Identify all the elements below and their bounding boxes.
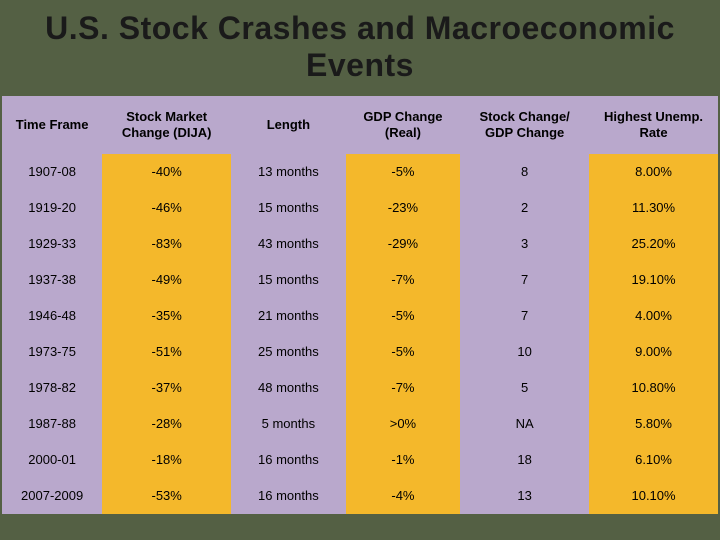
cell-ratio: 3 [460,226,589,262]
col-gdp-change: GDP Change (Real) [346,96,461,154]
cell-length: 13 months [231,154,346,190]
cell-stock: -51% [102,334,231,370]
cell-stock: -28% [102,406,231,442]
crashes-table-wrap: Time Frame Stock Market Change (DIJA) Le… [0,96,720,514]
cell-gdp: -4% [346,478,461,514]
cell-stock: -40% [102,154,231,190]
cell-stock: -49% [102,262,231,298]
cell-gdp: -1% [346,442,461,478]
cell-ratio: 5 [460,370,589,406]
cell-unemp: 10.80% [589,370,718,406]
cell-time: 1919-20 [2,190,102,226]
cell-ratio: 8 [460,154,589,190]
cell-stock: -37% [102,370,231,406]
cell-gdp: -5% [346,298,461,334]
cell-stock: -35% [102,298,231,334]
cell-ratio: 10 [460,334,589,370]
col-time-frame: Time Frame [2,96,102,154]
cell-gdp: -7% [346,370,461,406]
cell-time: 1946-48 [2,298,102,334]
cell-length: 15 months [231,190,346,226]
cell-time: 1978-82 [2,370,102,406]
table-header: Time Frame Stock Market Change (DIJA) Le… [2,96,718,154]
cell-unemp: 8.00% [589,154,718,190]
cell-ratio: NA [460,406,589,442]
cell-stock: -46% [102,190,231,226]
cell-unemp: 10.10% [589,478,718,514]
cell-gdp: >0% [346,406,461,442]
cell-stock: -83% [102,226,231,262]
table-row: 1937-38-49%15 months-7%719.10% [2,262,718,298]
cell-gdp: -23% [346,190,461,226]
table-row: 2007-2009-53%16 months-4%1310.10% [2,478,718,514]
cell-unemp: 11.30% [589,190,718,226]
cell-time: 1937-38 [2,262,102,298]
cell-gdp: -29% [346,226,461,262]
cell-unemp: 6.10% [589,442,718,478]
cell-length: 43 months [231,226,346,262]
table-row: 1946-48-35%21 months-5%74.00% [2,298,718,334]
cell-time: 1907-08 [2,154,102,190]
col-length: Length [231,96,346,154]
cell-gdp: -5% [346,334,461,370]
cell-unemp: 4.00% [589,298,718,334]
cell-time: 1987-88 [2,406,102,442]
cell-ratio: 7 [460,298,589,334]
table-body: 1907-08-40%13 months-5%88.00%1919-20-46%… [2,154,718,514]
table-row: 1929-33-83%43 months-29%325.20% [2,226,718,262]
cell-length: 16 months [231,442,346,478]
cell-length: 16 months [231,478,346,514]
cell-unemp: 9.00% [589,334,718,370]
cell-time: 2007-2009 [2,478,102,514]
cell-time: 1929-33 [2,226,102,262]
cell-ratio: 18 [460,442,589,478]
crashes-table: Time Frame Stock Market Change (DIJA) Le… [2,96,718,514]
cell-length: 25 months [231,334,346,370]
cell-ratio: 7 [460,262,589,298]
cell-gdp: -5% [346,154,461,190]
cell-unemp: 25.20% [589,226,718,262]
page-title: U.S. Stock Crashes and Macroeconomic Eve… [0,0,720,96]
cell-gdp: -7% [346,262,461,298]
cell-length: 15 months [231,262,346,298]
cell-length: 21 months [231,298,346,334]
cell-length: 5 months [231,406,346,442]
col-stock-change: Stock Market Change (DIJA) [102,96,231,154]
cell-ratio: 2 [460,190,589,226]
table-row: 2000-01-18%16 months-1%186.10% [2,442,718,478]
cell-time: 1973-75 [2,334,102,370]
table-row: 1978-82-37%48 months-7%510.80% [2,370,718,406]
table-row: 1907-08-40%13 months-5%88.00% [2,154,718,190]
col-unemp: Highest Unemp. Rate [589,96,718,154]
cell-ratio: 13 [460,478,589,514]
cell-length: 48 months [231,370,346,406]
col-ratio: Stock Change/ GDP Change [460,96,589,154]
table-row: 1919-20-46%15 months-23%211.30% [2,190,718,226]
cell-unemp: 19.10% [589,262,718,298]
table-row: 1973-75-51%25 months-5%109.00% [2,334,718,370]
cell-stock: -53% [102,478,231,514]
table-row: 1987-88-28%5 months>0%NA5.80% [2,406,718,442]
cell-unemp: 5.80% [589,406,718,442]
cell-time: 2000-01 [2,442,102,478]
cell-stock: -18% [102,442,231,478]
